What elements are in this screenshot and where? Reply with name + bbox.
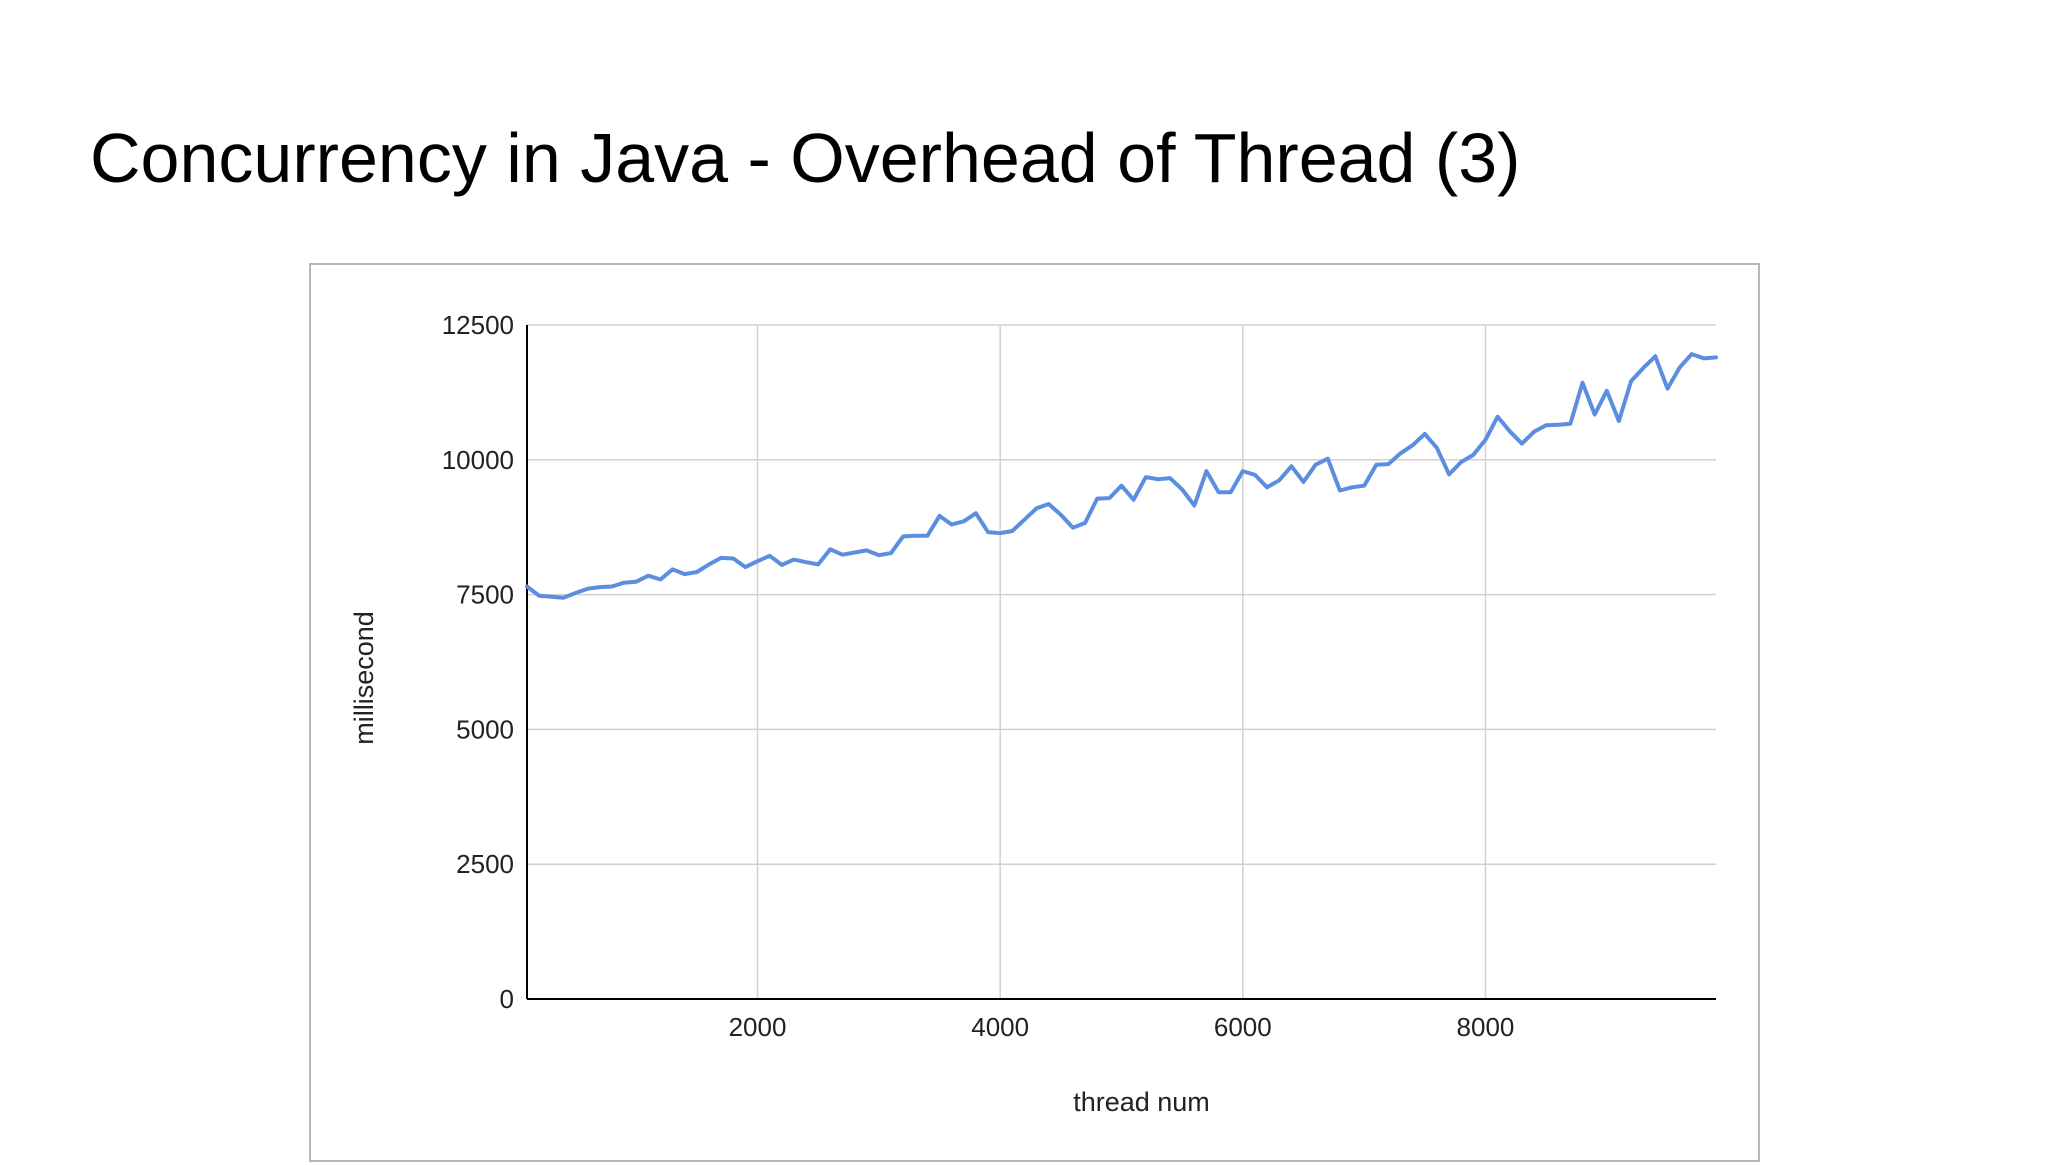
y-tick-label: 5000 bbox=[456, 714, 514, 744]
axes bbox=[526, 325, 1716, 1000]
chart-frame: 0 2500 5000 7500 10000 12500 2000 4000 6000 8000… bbox=[309, 263, 1760, 1162]
x-tick-labels: 2000 4000 6000 8000 bbox=[729, 1012, 1515, 1042]
line-chart: 0 2500 5000 7500 10000 12500 2000 4000 6000 8000… bbox=[349, 310, 1718, 1117]
y-tick-label: 2500 bbox=[456, 849, 514, 879]
slide-title: Concurrency in Java - Overhead of Thread… bbox=[90, 119, 1521, 197]
series-line-1 bbox=[525, 352, 1718, 600]
y-tick-label: 12500 bbox=[442, 310, 514, 340]
y-tick-label: 0 bbox=[500, 984, 514, 1014]
x-tick-label: 4000 bbox=[971, 1012, 1029, 1042]
x-tick-label: 8000 bbox=[1457, 1012, 1515, 1042]
x-axis-label: thread num bbox=[1073, 1087, 1210, 1117]
y-tick-label: 10000 bbox=[442, 445, 514, 475]
series-layer bbox=[525, 352, 1718, 600]
y-axis-label: millisecond bbox=[349, 611, 379, 745]
x-tick-label: 2000 bbox=[729, 1012, 787, 1042]
y-tick-labels: 0 2500 5000 7500 10000 12500 bbox=[442, 310, 514, 1014]
grid-lines bbox=[527, 324, 1716, 999]
y-tick-label: 7500 bbox=[456, 580, 514, 610]
x-tick-label: 6000 bbox=[1214, 1012, 1272, 1042]
